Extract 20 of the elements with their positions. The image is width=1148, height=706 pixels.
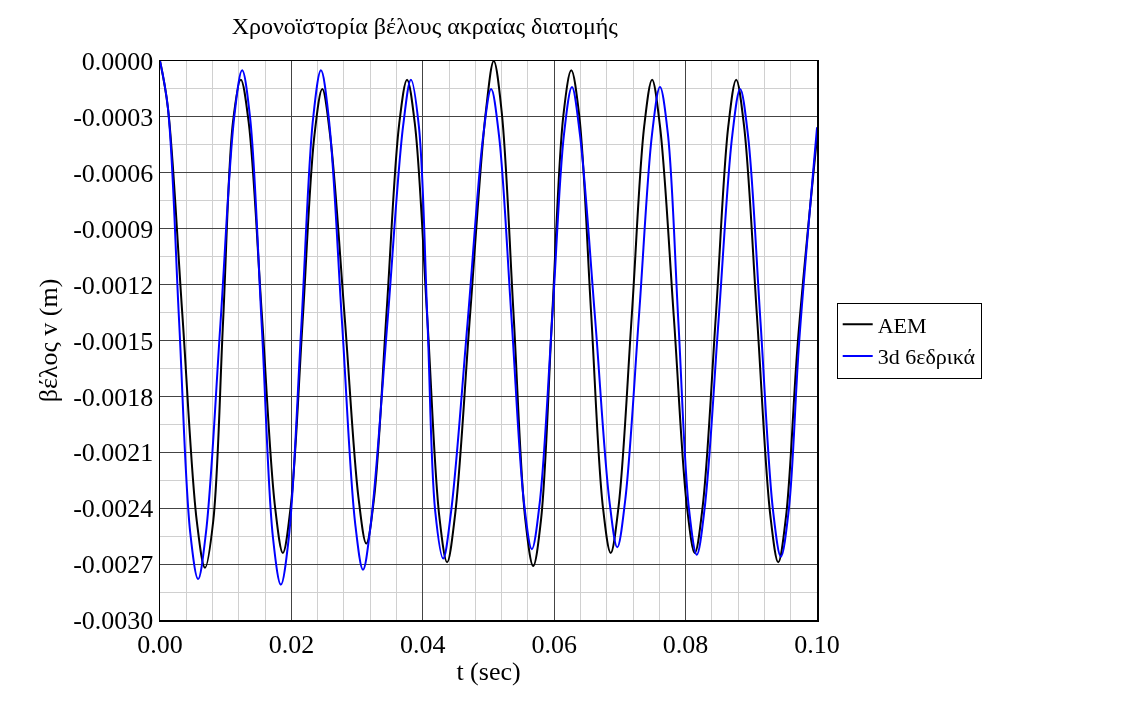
x-axis-title: t (sec) [456,657,521,687]
y-tick-label: -0.0006 [73,158,154,188]
y-tick-label: -0.0024 [73,494,154,524]
x-tick-label: 0.10 [794,629,840,659]
legend-label: AEM [877,312,927,338]
y-tick-label: -0.0027 [73,550,154,580]
y-tick-label: -0.0018 [73,382,154,412]
x-tick-label: 0.04 [400,629,446,659]
legend-label: 3d 6εδρικά [877,344,976,370]
y-tick-label: -0.0015 [73,326,154,356]
y-tick-label: -0.0003 [73,103,154,132]
chart-title: Χρονοϊστορία βέλους ακραίας διατομής [231,13,619,40]
y-tick-label: 0.0000 [81,47,154,77]
y-tick-label: -0.0021 [73,438,154,468]
y-tick-label: -0.0009 [73,214,154,244]
y-tick-label: -0.0012 [73,270,154,300]
y-axis-title: βέλος v (m) [33,278,63,403]
x-tick-label: 0.02 [268,629,315,659]
x-tick-label: 0.06 [531,629,577,659]
x-tick-label: 0.08 [662,629,709,659]
